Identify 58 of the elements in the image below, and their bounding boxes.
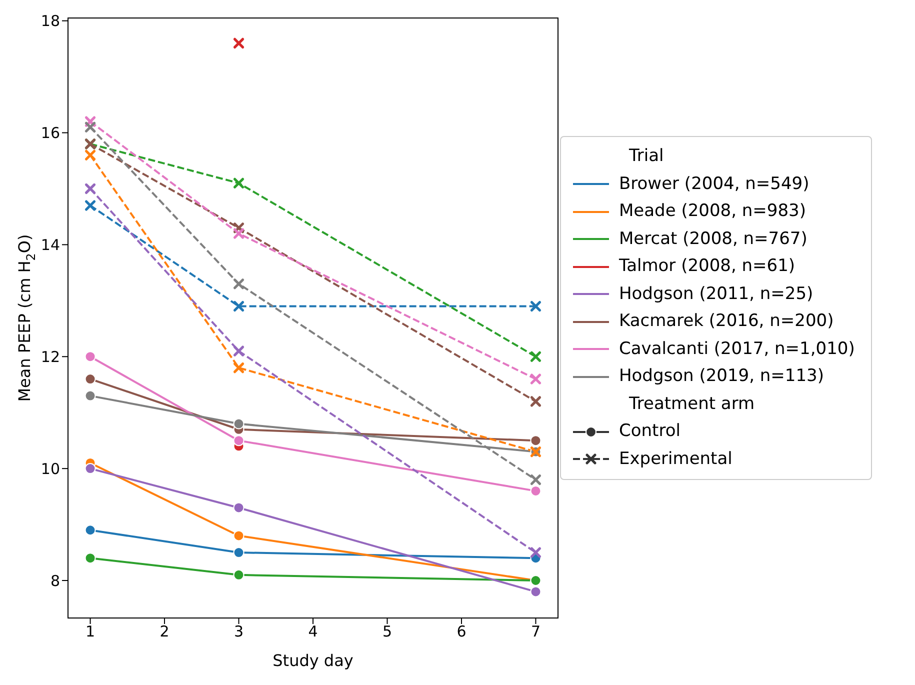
legend-title: Trial <box>628 145 665 168</box>
point <box>233 569 244 580</box>
point <box>84 552 96 564</box>
y-tick-label: 10 <box>40 460 60 478</box>
text: Control <box>619 420 680 443</box>
x-tick-label: 6 <box>456 622 466 641</box>
legend-label: Kacmarek (2016, n=200) <box>619 310 834 333</box>
point <box>530 435 542 446</box>
y-tick-label: 18 <box>40 12 60 30</box>
point <box>84 351 96 362</box>
point <box>84 183 96 194</box>
point <box>233 435 244 446</box>
point <box>84 122 96 132</box>
point <box>84 200 96 211</box>
legend-label: Mercat (2008, n=767) <box>619 228 808 250</box>
point <box>530 396 542 407</box>
point <box>233 547 244 558</box>
y-tick-label: 16 <box>40 124 60 142</box>
y-tick-label: 12 <box>40 348 60 366</box>
point <box>84 374 96 385</box>
point <box>233 346 244 356</box>
point <box>530 547 542 558</box>
x-tick-label: 4 <box>308 622 318 641</box>
legend-label: Cavalcanti (2017, n=1,010) <box>619 338 855 360</box>
point <box>84 390 96 402</box>
y-tick-label: 8 <box>50 572 60 590</box>
point <box>84 150 96 160</box>
x-tick-label: 2 <box>160 622 170 641</box>
point <box>530 300 542 312</box>
y-tick-label: 14 <box>40 236 60 254</box>
point <box>233 418 244 430</box>
point <box>233 178 244 188</box>
point <box>84 524 96 536</box>
point <box>233 228 244 239</box>
point <box>233 278 244 290</box>
legend-label: Hodgson (2011, n=25) <box>619 282 814 306</box>
legend-label: Meade (2008, n=983) <box>619 200 806 223</box>
x-tick-label: 7 <box>530 622 540 641</box>
legend-label: Talmor (2008, n=61) <box>619 255 796 278</box>
x-tick-label: 3 <box>234 622 244 641</box>
point <box>233 502 244 514</box>
text: Treatment arm <box>628 392 756 416</box>
x-tick-label: 5 <box>382 622 392 641</box>
legend-label: Hodgson (2019, n=113) <box>619 365 824 388</box>
point <box>233 362 244 374</box>
point <box>530 351 542 362</box>
point <box>233 300 244 312</box>
point <box>530 374 542 384</box>
x-tick-label: 1 <box>86 622 96 641</box>
point <box>530 586 542 598</box>
point <box>530 474 542 486</box>
x-axis-title: Study day <box>272 651 354 670</box>
point <box>233 530 244 542</box>
point <box>84 463 96 474</box>
point <box>233 38 244 48</box>
point <box>530 485 542 496</box>
text: Experimental <box>619 448 732 470</box>
legend-label: Brower (2004, n=549) <box>619 172 810 196</box>
